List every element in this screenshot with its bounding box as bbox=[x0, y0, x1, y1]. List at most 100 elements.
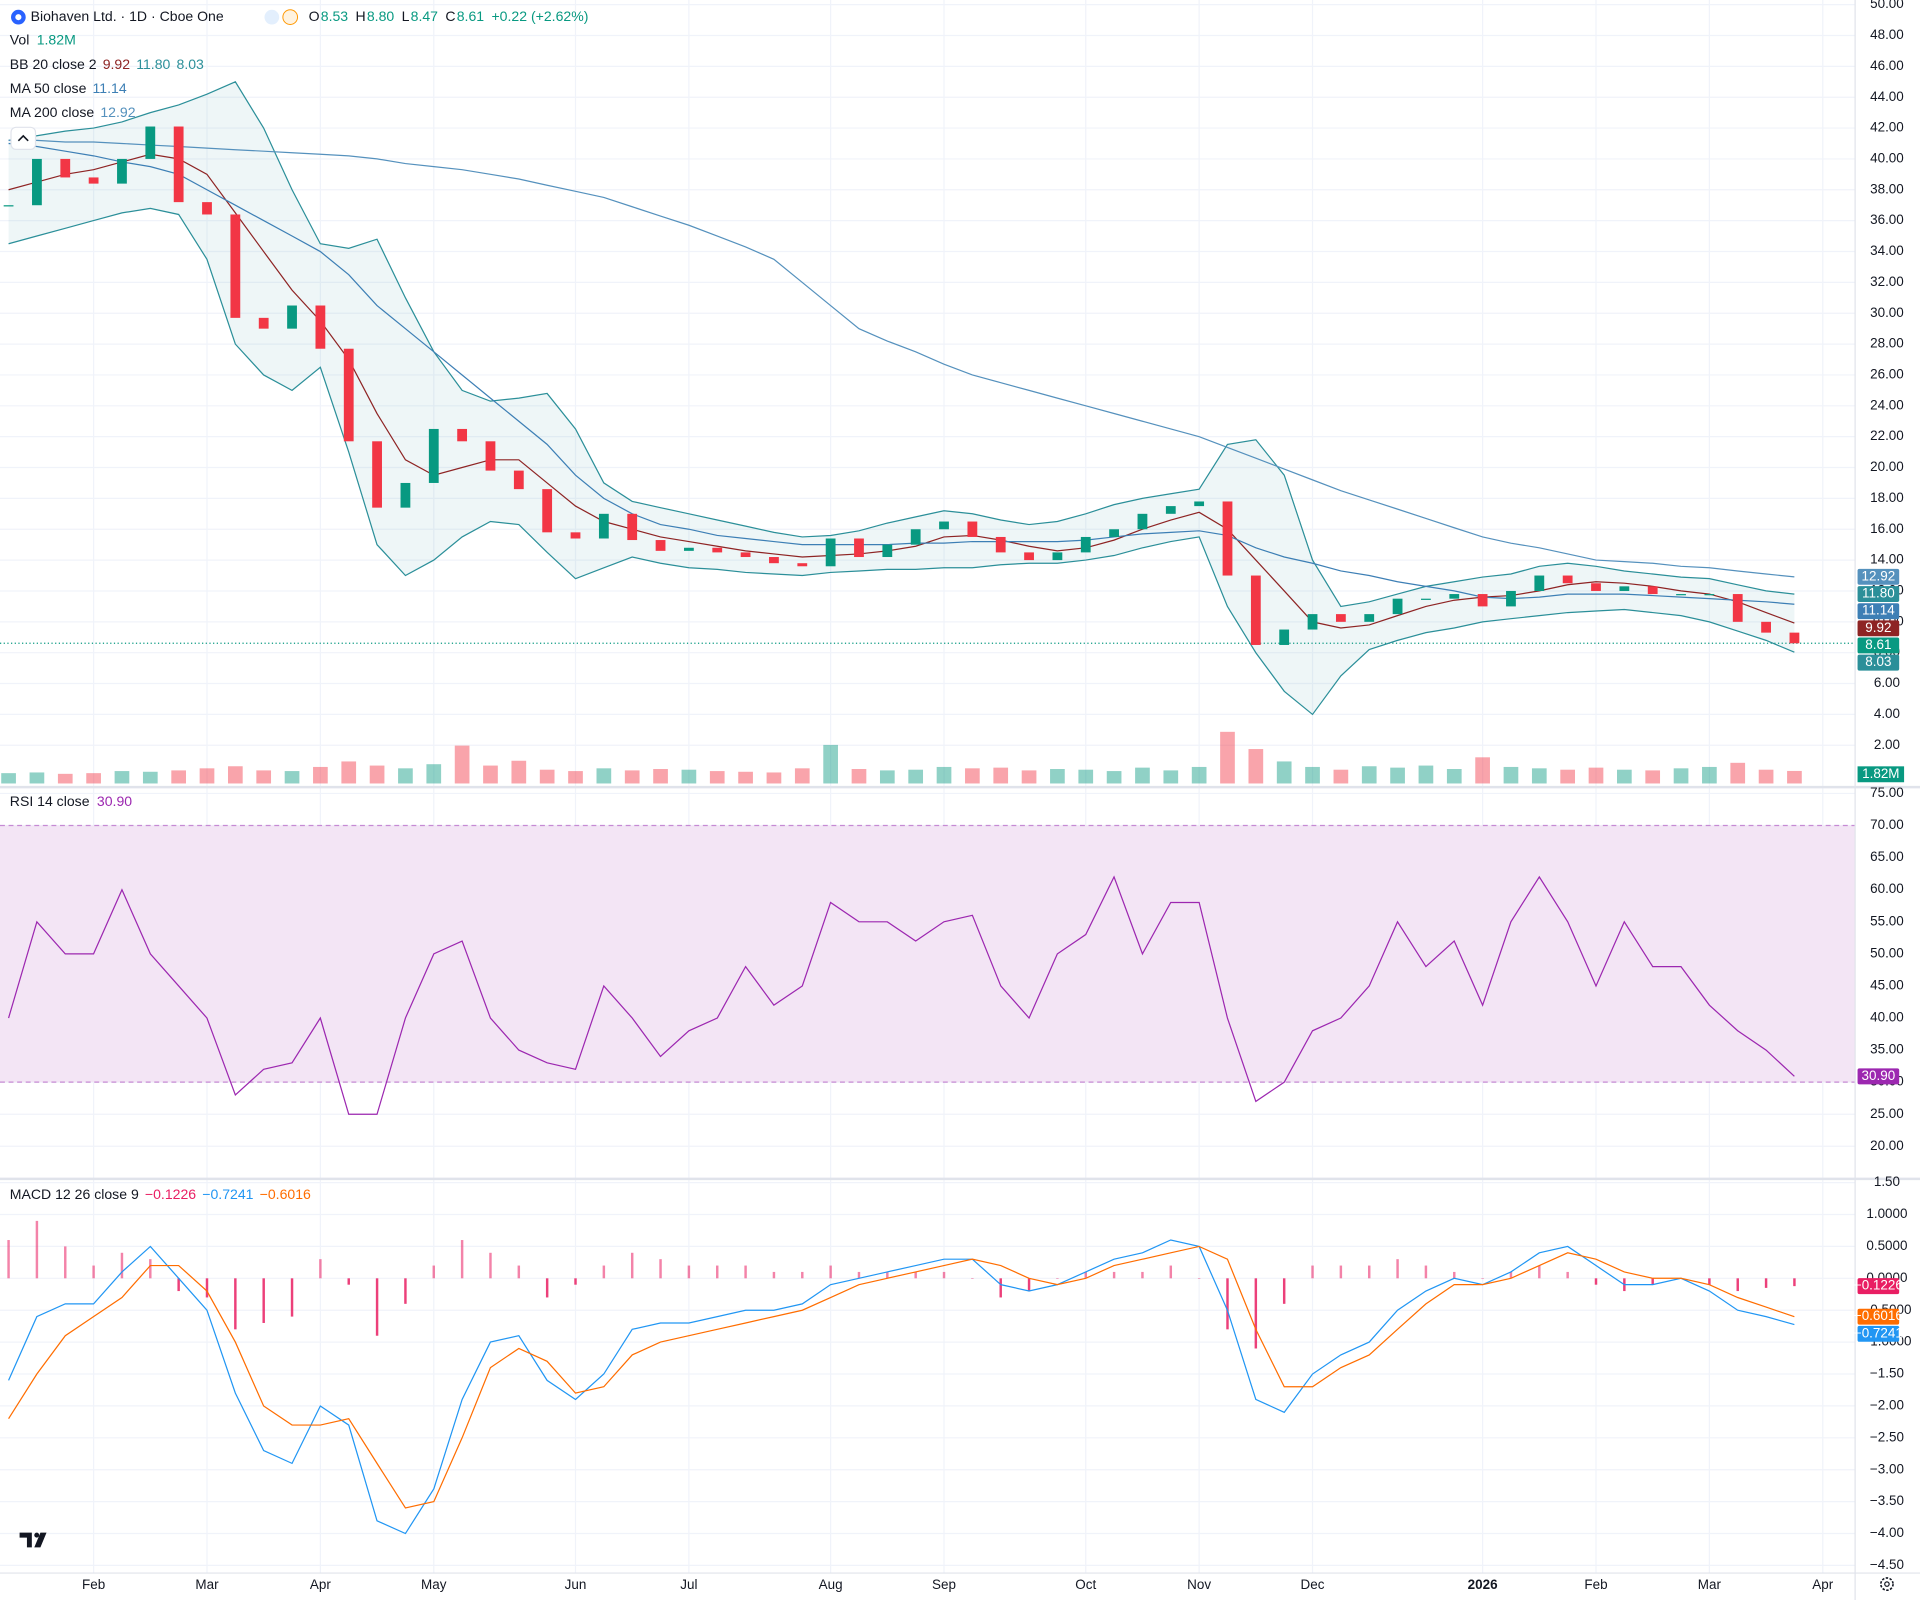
macd-value: −0.7241 bbox=[202, 1186, 253, 1202]
collapse-button[interactable] bbox=[10, 126, 37, 150]
volume-bar bbox=[1, 773, 16, 784]
candle bbox=[1562, 575, 1573, 584]
candle bbox=[1024, 552, 1034, 561]
candle bbox=[1222, 501, 1233, 576]
collapse-button-box[interactable] bbox=[10, 126, 37, 150]
macd-histogram-bar bbox=[489, 1252, 492, 1279]
quote-line: O8.53 H8.80 L8.47 C8.61 +0.22 (+2.62%) bbox=[309, 8, 589, 24]
collapse-chevron bbox=[17, 134, 29, 142]
macd-histogram-bar bbox=[971, 1278, 974, 1279]
rsi-name: RSI 14 close bbox=[10, 793, 90, 809]
macd-histogram-bar bbox=[1056, 1278, 1059, 1279]
y-tick-label: 25.00 bbox=[1870, 1106, 1904, 1121]
y-tick-label: −2.00 bbox=[1870, 1397, 1904, 1412]
symbol-title: Biohaven Ltd. · 1D · Cboe One bbox=[31, 8, 224, 24]
volume-bar bbox=[256, 770, 272, 784]
volume-bar bbox=[313, 766, 328, 784]
candle bbox=[1364, 614, 1375, 622]
y-tick-label: −4.00 bbox=[1870, 1525, 1904, 1540]
candle bbox=[684, 547, 694, 551]
y-tick-label: 65.00 bbox=[1870, 849, 1904, 864]
candle bbox=[1250, 575, 1261, 645]
volume-bar bbox=[1758, 769, 1774, 784]
x-tick-label: Oct bbox=[1075, 1577, 1096, 1592]
candle bbox=[910, 529, 921, 545]
candle bbox=[60, 158, 71, 178]
x-tick-label: Mar bbox=[195, 1577, 219, 1592]
x-tick-label: Apr bbox=[310, 1577, 331, 1592]
volume-bar bbox=[511, 760, 527, 784]
candle bbox=[1761, 621, 1771, 633]
indicator-line bbox=[8, 81, 1795, 608]
volume-bar bbox=[1050, 769, 1065, 784]
price-badge bbox=[1857, 1068, 1900, 1085]
volume-bar bbox=[426, 764, 442, 784]
candle bbox=[287, 305, 297, 329]
macd-histogram-bar bbox=[602, 1265, 606, 1279]
volume-bar bbox=[1588, 767, 1604, 784]
marks-layer bbox=[1, 81, 1802, 1535]
price-badge bbox=[1857, 654, 1900, 671]
volume-bar bbox=[228, 766, 243, 784]
indicator-line bbox=[8, 153, 1795, 629]
y-tick-label: 45.00 bbox=[1870, 977, 1904, 992]
candle bbox=[1279, 629, 1290, 645]
candle bbox=[513, 470, 524, 490]
tradingview-logo[interactable] bbox=[19, 1532, 47, 1548]
x-tick-label: May bbox=[421, 1577, 447, 1592]
indicator-name: BB 20 close 2 bbox=[10, 56, 97, 72]
quote-value: 8.80 bbox=[367, 8, 395, 24]
macd-histogram-bar bbox=[234, 1278, 237, 1330]
macd-histogram-bar bbox=[1282, 1278, 1286, 1304]
candle bbox=[1732, 594, 1743, 622]
macd-histogram-bar bbox=[1169, 1265, 1173, 1279]
y-tick-label: 2.00 bbox=[1874, 737, 1900, 752]
settings-button[interactable] bbox=[1880, 1577, 1894, 1592]
quote-label: H bbox=[355, 8, 365, 24]
price-badge bbox=[1857, 620, 1900, 637]
y-tick-label: 75.00 bbox=[1870, 785, 1904, 800]
macd-name: MACD 12 26 close 9 bbox=[10, 1186, 139, 1202]
candle bbox=[542, 489, 553, 533]
volume-bar bbox=[483, 765, 498, 784]
y-tick-label: 22.00 bbox=[1870, 428, 1904, 443]
volume-bar bbox=[936, 766, 952, 784]
y-tick-label: 14.00 bbox=[1870, 552, 1904, 567]
price-badge bbox=[1857, 568, 1900, 585]
candle bbox=[343, 348, 354, 442]
y-tick-label: 46.00 bbox=[1870, 58, 1904, 73]
candle bbox=[400, 482, 411, 508]
candle bbox=[769, 557, 779, 564]
macd-histogram-bar bbox=[64, 1246, 67, 1279]
macd-histogram-bar bbox=[375, 1278, 379, 1336]
gear-outline[interactable] bbox=[1880, 1577, 1894, 1592]
macd-histogram-bar bbox=[1084, 1271, 1087, 1279]
volume-bar bbox=[851, 769, 867, 784]
volume-bar bbox=[114, 771, 130, 784]
volume-bar bbox=[1787, 770, 1802, 784]
candle bbox=[315, 305, 326, 349]
volume-bar bbox=[539, 769, 555, 784]
y-tick-label: 60.00 bbox=[1870, 881, 1904, 896]
volume-bar bbox=[1531, 768, 1547, 784]
y-tick-label: 0.5000 bbox=[1866, 1238, 1907, 1253]
candle bbox=[939, 521, 949, 530]
indicator-line bbox=[8, 142, 1795, 605]
quote-label: L bbox=[402, 8, 410, 24]
candle bbox=[1591, 583, 1601, 591]
candle bbox=[1307, 614, 1318, 630]
legend-line: Vol 1.82M bbox=[10, 31, 76, 47]
macd-histogram-bar bbox=[744, 1265, 747, 1279]
indicator-value: 11.14 bbox=[93, 80, 127, 96]
candle bbox=[1137, 513, 1148, 530]
candle bbox=[1676, 594, 1686, 596]
candle bbox=[1789, 632, 1800, 644]
quote-change: +0.22 (+2.62%) bbox=[491, 8, 588, 24]
volume-bar bbox=[1276, 761, 1292, 784]
rsi-value: 30.90 bbox=[97, 793, 132, 809]
price-badge bbox=[1857, 1325, 1900, 1342]
price-badge-label: 12.92 bbox=[1862, 568, 1896, 583]
volume-bar bbox=[1702, 766, 1717, 784]
volume-bar bbox=[1503, 766, 1519, 784]
